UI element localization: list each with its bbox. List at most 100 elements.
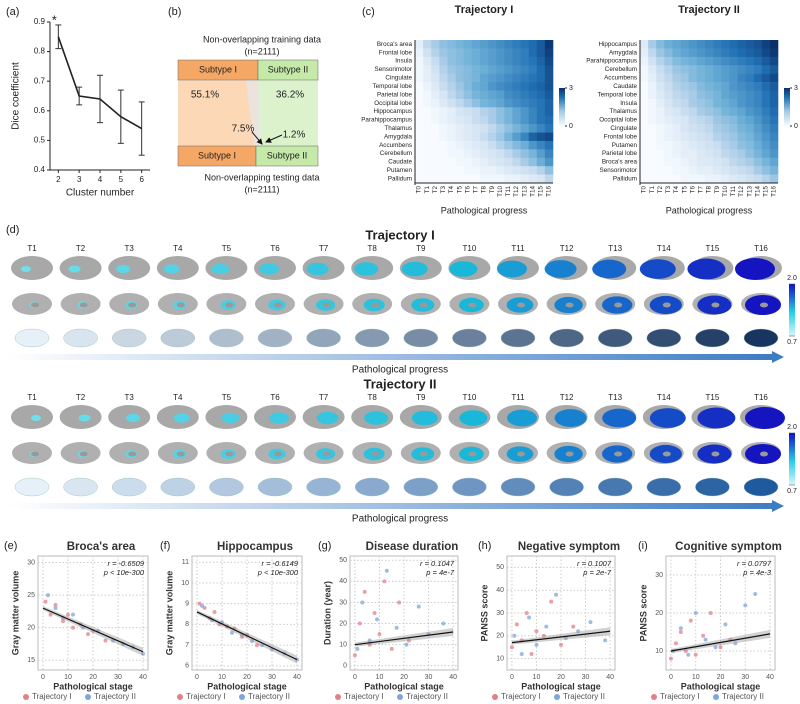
heat-cell [672, 48, 681, 58]
heat-cell [439, 140, 448, 150]
point [693, 652, 698, 657]
heat-cell [544, 56, 554, 66]
colorbar-label: 2.0 [787, 275, 797, 282]
x-tick-label: 30 [741, 674, 749, 681]
point [357, 621, 362, 626]
column-label: T9 [489, 186, 496, 194]
heat-cell [488, 90, 497, 100]
heat-cell [680, 48, 690, 58]
heat-cell [656, 157, 665, 167]
point [668, 656, 673, 661]
stat-r: r = -0.6509 [108, 559, 145, 568]
timepoint-label: T15 [706, 393, 720, 402]
heat-cell [496, 140, 505, 150]
heat-cell [471, 48, 481, 58]
heat-cell [520, 149, 529, 159]
progress-arrowhead [772, 500, 784, 512]
heat-cell [713, 132, 722, 142]
y-tick-label: 0.4 [34, 165, 46, 174]
heat-cell [713, 174, 722, 184]
point [718, 645, 723, 650]
point [576, 629, 581, 634]
row-label: Caudate [613, 83, 637, 90]
heat-cell [504, 98, 513, 108]
timepoint-label: T4 [173, 244, 183, 253]
timepoint-label: T3 [125, 244, 135, 253]
heat-cell [721, 48, 730, 58]
heat-cell [648, 65, 657, 74]
heat-cell [713, 149, 722, 159]
row-label: Thalamus [609, 108, 637, 115]
heat-cell [680, 157, 690, 167]
heat-cell [479, 73, 489, 83]
heat-cell [488, 48, 497, 58]
y-tick-label: 10 [181, 580, 189, 587]
heat-cell [729, 65, 738, 74]
heat-cell [680, 107, 690, 117]
legend-label: Trajectory II [248, 692, 290, 701]
heat-cell [648, 56, 657, 66]
y-tick-label: 20 [27, 625, 35, 632]
heat-cell [656, 149, 665, 159]
heat-cell [737, 124, 746, 133]
point [66, 612, 70, 617]
point [375, 617, 379, 622]
timepoint-label: T2 [76, 244, 86, 253]
brain-core [419, 451, 428, 457]
heat-cell [745, 124, 754, 133]
box-label: Subtype I [198, 150, 236, 160]
legend-label: Trajectory I [501, 692, 541, 701]
heat-cell [455, 166, 465, 175]
heat-cell [504, 157, 513, 167]
brain-patch [306, 262, 329, 276]
brain-subcortical [257, 477, 293, 497]
heat-cell [680, 149, 690, 159]
point [559, 642, 563, 647]
brain-core [31, 302, 39, 308]
heat-cell [713, 82, 722, 91]
heat-cell [528, 65, 538, 74]
heat-cell [536, 40, 546, 49]
heat-cell [471, 73, 481, 83]
brain-core [614, 302, 623, 308]
colorbar [559, 88, 565, 126]
heat-cell [447, 90, 456, 100]
heat-cell [463, 56, 473, 66]
heat-cell [753, 40, 763, 49]
brain-patch [649, 408, 686, 428]
heat-cell [431, 48, 440, 58]
heat-cell [672, 174, 681, 184]
heat-cell [648, 115, 657, 125]
heat-cell [737, 98, 746, 108]
heat-cell [439, 40, 448, 49]
heat-cell [439, 98, 448, 108]
legend-marker [554, 694, 560, 700]
heat-cell [680, 140, 690, 150]
brain-patch [31, 415, 41, 421]
heat-cell [696, 40, 706, 49]
heat-cell [471, 90, 481, 100]
x-tick-label: 3 [77, 175, 82, 184]
heat-cell [688, 73, 698, 83]
heat-cell [761, 73, 771, 83]
heat-cell [696, 140, 706, 150]
row-label: Cerebellum [605, 66, 637, 73]
point [71, 612, 75, 617]
timepoint-label: T5 [222, 244, 232, 253]
legend-label: Trajectory I [186, 692, 226, 701]
heat-cell [536, 90, 546, 100]
legend-marker [713, 694, 719, 700]
heat-cell [447, 115, 456, 125]
heat-cell [713, 98, 722, 108]
heat-cell [463, 107, 473, 117]
column-label: T6 [689, 186, 696, 194]
x-tick-label: 2 [56, 175, 61, 184]
heat-cell [488, 73, 497, 83]
heat-cell [439, 48, 448, 58]
heat-cell [704, 124, 714, 133]
heat-cell [463, 140, 473, 150]
heat-cell [447, 65, 456, 74]
heat-cell [721, 124, 730, 133]
brain-patch [221, 412, 240, 424]
heat-cell [729, 48, 738, 58]
